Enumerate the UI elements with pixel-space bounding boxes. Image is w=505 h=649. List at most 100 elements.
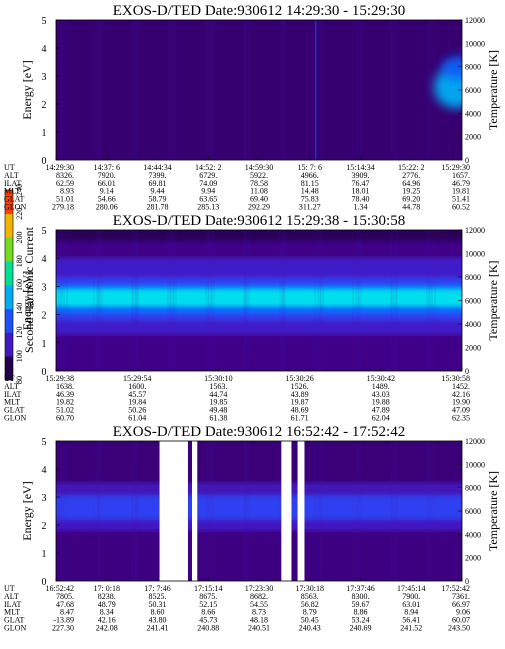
y2-tick-label: 4000 bbox=[465, 530, 481, 539]
table-cell: 49.48 bbox=[209, 406, 227, 415]
intensity-band bbox=[56, 441, 462, 483]
colorbar-swatch bbox=[5, 213, 13, 238]
y-tick-label: 2 bbox=[42, 311, 47, 322]
table-cell: 19.88 bbox=[372, 398, 390, 407]
table-cell: 8.86 bbox=[354, 608, 368, 617]
table-cell: 61.71 bbox=[291, 414, 309, 423]
table-cell: 292.29 bbox=[248, 203, 270, 212]
table-row-label: ILAT bbox=[4, 390, 21, 399]
table-cell: 8675. bbox=[199, 592, 217, 601]
y-tick-label: 3 bbox=[42, 72, 47, 83]
table-cell: 241.52 bbox=[400, 624, 422, 633]
table-cell: 62.35 bbox=[452, 414, 470, 423]
table-cell: 1.34 bbox=[354, 203, 368, 212]
table-cell: 8300. bbox=[352, 592, 370, 601]
colorbar-swatch bbox=[5, 261, 13, 286]
table-row-label: GLAT bbox=[4, 406, 25, 415]
table-cell: 76.47 bbox=[352, 179, 370, 188]
table-cell: 14:59:30 bbox=[245, 163, 273, 172]
table-cell: 78.40 bbox=[352, 195, 370, 204]
table-cell: 52.15 bbox=[199, 600, 217, 609]
spectrogram-background bbox=[56, 20, 462, 160]
table-cell: 63.01 bbox=[402, 600, 420, 609]
table-cell: 16:52:42 bbox=[46, 584, 74, 593]
intensity-band bbox=[56, 495, 462, 520]
table-cell: 8563. bbox=[301, 592, 319, 601]
y-tick-label: 3 bbox=[42, 493, 47, 504]
spectrogram-plot bbox=[56, 441, 462, 581]
table-cell: 1638. bbox=[56, 382, 74, 391]
table-cell: 1600. bbox=[128, 382, 146, 391]
y-tick-label: 0 bbox=[42, 367, 47, 378]
table-cell: 51.01 bbox=[56, 195, 74, 204]
table-cell: 46.79 bbox=[452, 179, 470, 188]
y2-tick-label: 12000 bbox=[465, 226, 485, 235]
table-row-label: GLON bbox=[4, 414, 26, 423]
table-cell: 60.07 bbox=[452, 616, 470, 625]
y2-tick-label: 2000 bbox=[465, 554, 481, 563]
orbit-table: UTALTILATMLTGLATGLON15:29:381638.46.3919… bbox=[4, 374, 470, 423]
colorbar-swatch bbox=[5, 237, 13, 262]
table-cell: -13.89 bbox=[53, 616, 74, 625]
y-tick-label: 2 bbox=[42, 521, 47, 532]
y-tick-label: 5 bbox=[42, 437, 47, 448]
table-cell: 48.69 bbox=[291, 406, 309, 415]
table-row-label: ILAT bbox=[4, 179, 21, 188]
table-cell: 56.41 bbox=[402, 616, 420, 625]
table-row-label: MLT bbox=[4, 608, 20, 617]
y2-tick-label: 8000 bbox=[465, 484, 481, 493]
table-cell: 42.16 bbox=[452, 390, 470, 399]
y-tick-label: 4 bbox=[42, 44, 47, 55]
table-cell: 63.65 bbox=[199, 195, 217, 204]
orbit-table: UTALTILATMLTGLATGLON16:52:427805.47.688.… bbox=[4, 584, 470, 633]
table-cell: 242.08 bbox=[96, 624, 118, 633]
y-tick-label: 5 bbox=[42, 16, 47, 27]
table-cell: 19.81 bbox=[452, 187, 470, 196]
table-cell: 60.70 bbox=[56, 414, 74, 423]
table-cell: 8.93 bbox=[60, 187, 74, 196]
table-cell: 240.43 bbox=[299, 624, 321, 633]
y2-axis-label: Temperature [K] bbox=[486, 471, 500, 551]
spectrogram-panel-1: 0 1 2 3 4 5 0 2000 4000 6000 8000 10000 12000 Energy … bbox=[4, 3, 500, 212]
table-cell: 64.96 bbox=[402, 179, 420, 188]
colorbar-swatch bbox=[5, 356, 13, 381]
intensity-band bbox=[56, 519, 462, 531]
table-cell: 14:52: 2 bbox=[195, 163, 221, 172]
table-cell: 50.31 bbox=[149, 600, 167, 609]
table-cell: 44.74 bbox=[209, 390, 227, 399]
y2-tick-label: 6000 bbox=[465, 297, 481, 306]
table-cell: 15:29:54 bbox=[123, 374, 151, 383]
table-row-label: ALT bbox=[4, 592, 19, 601]
y-axis-label: Energy [eV] bbox=[20, 271, 34, 330]
panel-title: EXOS-D/TED Date:930612 15:29:38 - 15:30:… bbox=[113, 213, 405, 229]
table-cell: 75.83 bbox=[301, 195, 319, 204]
y-axis-label: Energy [eV] bbox=[20, 481, 34, 540]
colorbar-swatch bbox=[5, 332, 13, 357]
spectrogram-panel-3: 0 1 2 3 4 5 0 2000 4000 6000 8000 10000 12000 Energy … bbox=[4, 424, 500, 633]
panel-title: EXOS-D/TED Date:930612 16:52:42 - 17:52:… bbox=[113, 424, 405, 440]
table-row-label: ALT bbox=[4, 382, 19, 391]
table-cell: 59.67 bbox=[352, 600, 370, 609]
table-cell: 5922. bbox=[250, 171, 268, 180]
table-cell: 14.48 bbox=[301, 187, 319, 196]
table-cell: 8326. bbox=[56, 171, 74, 180]
table-cell: 8.60 bbox=[151, 608, 165, 617]
table-cell: 9.14 bbox=[100, 187, 114, 196]
colorbar-label: Second Harmonic Current bbox=[22, 226, 36, 353]
table-cell: 281.78 bbox=[147, 203, 169, 212]
table-cell: 43.80 bbox=[149, 616, 167, 625]
y2-tick-label: 2000 bbox=[465, 344, 481, 353]
intensity-band bbox=[56, 320, 462, 335]
y2-tick-label: 12000 bbox=[465, 16, 485, 25]
table-cell: 227.30 bbox=[52, 624, 74, 633]
spectrogram-panel-2: 0 1 2 3 4 5 0 2000 4000 6000 8000 10000 12000 Energy … bbox=[4, 213, 500, 423]
table-cell: 1452. bbox=[452, 382, 470, 391]
table-cell: 42.16 bbox=[98, 616, 116, 625]
y-axis-label: Energy [eV] bbox=[20, 60, 34, 119]
y2-tick-label: 4000 bbox=[465, 109, 481, 118]
table-cell: 1563. bbox=[209, 382, 227, 391]
data-gap bbox=[297, 441, 305, 581]
colorbar-tick-label: 80 bbox=[15, 376, 24, 384]
y2-axis-label: Temperature [K] bbox=[486, 50, 500, 130]
table-cell: 69.20 bbox=[402, 195, 420, 204]
